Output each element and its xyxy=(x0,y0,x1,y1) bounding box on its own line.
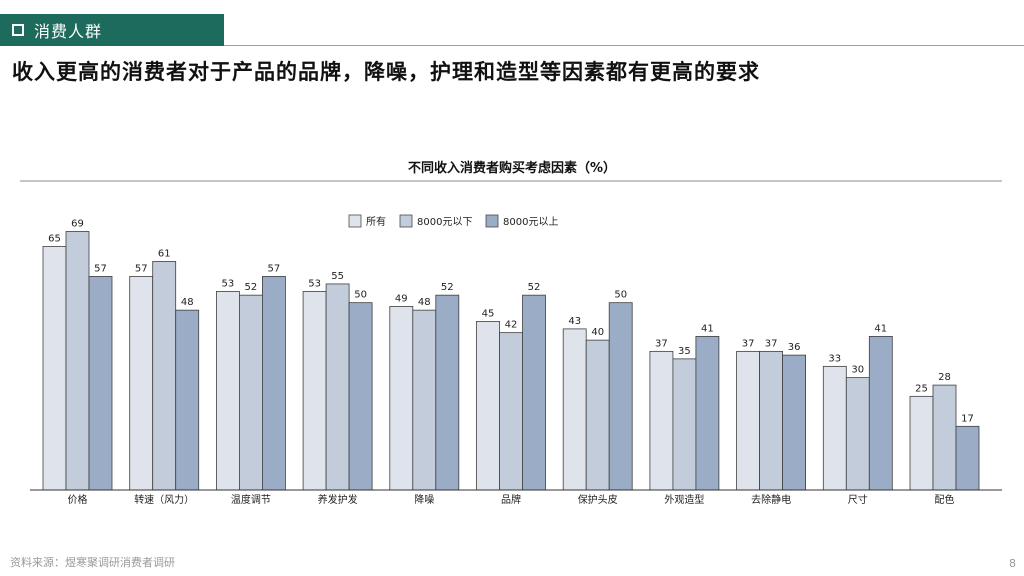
legend-label-3: 8000元以上 xyxy=(503,216,558,228)
page-headline: 收入更高的消费者对于产品的品牌，降噪，护理和造型等因素都有更高的要求 xyxy=(12,60,760,84)
x-tick-label: 保护头皮 xyxy=(578,493,618,506)
bar xyxy=(522,294,546,491)
bar xyxy=(65,231,90,491)
bar xyxy=(261,276,286,491)
legend-label-2: 8000元以下 xyxy=(417,217,472,228)
bar xyxy=(325,283,350,491)
legend-swatch-1 xyxy=(348,214,362,228)
bar xyxy=(759,350,783,491)
bar xyxy=(152,261,177,491)
data-label: 37 xyxy=(742,338,755,349)
data-label: 41 xyxy=(701,323,714,334)
bar xyxy=(736,350,760,491)
bar xyxy=(129,276,154,491)
data-label: 50 xyxy=(614,290,627,301)
data-label: 53 xyxy=(308,278,321,289)
data-label: 33 xyxy=(828,353,841,364)
data-label: 49 xyxy=(395,293,408,304)
bar xyxy=(932,384,957,491)
data-label: 69 xyxy=(71,218,84,229)
data-label: 61 xyxy=(158,248,171,259)
data-label: 25 xyxy=(915,383,928,394)
x-tick-label: 养发护发 xyxy=(318,493,358,506)
legend-swatch-2 xyxy=(399,214,413,228)
data-label: 65 xyxy=(48,233,61,244)
section-label: 消费人群 xyxy=(34,22,103,41)
bar xyxy=(348,302,373,491)
data-label: 57 xyxy=(135,263,148,274)
bar xyxy=(955,425,980,491)
legend-label-1: 所有 xyxy=(366,215,386,228)
data-label: 37 xyxy=(765,338,778,349)
bar xyxy=(909,395,934,491)
bar xyxy=(695,335,720,491)
bar xyxy=(782,354,806,491)
bar xyxy=(435,294,460,491)
bar xyxy=(608,302,633,491)
data-label: 48 xyxy=(181,297,194,308)
data-label: 41 xyxy=(874,323,887,334)
bar xyxy=(672,358,697,491)
bar xyxy=(476,320,500,491)
bar xyxy=(499,332,523,491)
section-tab: 消费人群 xyxy=(0,14,224,46)
x-tick-label: 降噪 xyxy=(414,493,434,506)
x-tick-label: 尺寸 xyxy=(848,493,868,506)
data-label: 45 xyxy=(482,308,495,319)
bar xyxy=(215,291,240,491)
x-tick-label: 转速（风力） xyxy=(134,493,194,506)
bar xyxy=(412,309,437,491)
bar xyxy=(175,309,200,491)
bar xyxy=(389,306,414,491)
x-tick-label: 温度调节 xyxy=(231,493,271,506)
data-label: 17 xyxy=(961,413,974,424)
data-label: 48 xyxy=(418,297,431,308)
section-square-icon xyxy=(12,24,24,36)
bar xyxy=(649,350,674,491)
data-label: 40 xyxy=(591,327,604,338)
bar xyxy=(822,365,847,491)
data-label: 43 xyxy=(568,316,581,327)
x-tick-label: 品牌 xyxy=(501,493,521,506)
bar xyxy=(302,291,327,491)
x-tick-label: 去除静电 xyxy=(751,493,791,506)
data-label: 52 xyxy=(441,282,454,293)
data-label: 57 xyxy=(94,263,107,274)
data-label: 37 xyxy=(655,338,668,349)
legend-swatch-3 xyxy=(485,214,499,228)
bar xyxy=(238,294,263,491)
data-label: 42 xyxy=(505,320,518,331)
footer-source: 资料来源：煜寒聚调研消费者调研 xyxy=(10,556,175,569)
header-divider xyxy=(224,45,1024,46)
x-tick-label: 外观造型 xyxy=(664,493,704,506)
page-number: 8 xyxy=(1009,557,1016,570)
data-label: 30 xyxy=(851,365,864,376)
data-label: 55 xyxy=(331,271,344,282)
chart-title: 不同收入消费者购买考虑因素（%） xyxy=(408,160,616,176)
data-label: 52 xyxy=(528,282,541,293)
bar xyxy=(585,339,610,491)
bar xyxy=(562,328,587,491)
data-label: 28 xyxy=(938,372,951,383)
data-label: 50 xyxy=(354,290,367,301)
bar xyxy=(42,246,67,491)
bar xyxy=(845,377,870,491)
data-label: 35 xyxy=(678,346,691,357)
data-label: 52 xyxy=(245,282,258,293)
x-tick-label: 价格 xyxy=(68,493,88,506)
data-label: 57 xyxy=(268,263,281,274)
data-label: 36 xyxy=(788,342,801,353)
bar xyxy=(88,276,113,491)
bar xyxy=(868,335,893,491)
data-label: 53 xyxy=(222,278,235,289)
x-tick-label: 配色 xyxy=(935,493,955,506)
